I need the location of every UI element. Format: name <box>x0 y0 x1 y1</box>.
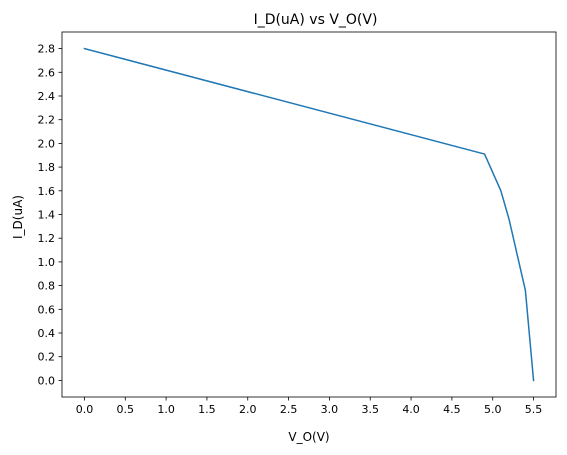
x-tick-label: 4.5 <box>443 403 461 416</box>
y-tick-label: 0.8 <box>38 280 56 293</box>
y-tick-label: 0.6 <box>38 303 56 316</box>
x-tick-label: 0.0 <box>76 403 94 416</box>
y-tick-label: 2.4 <box>38 90 56 103</box>
x-tick-label: 3.5 <box>361 403 379 416</box>
y-tick-label: 0.4 <box>38 327 56 340</box>
x-axis-label: V_O(V) <box>288 430 329 444</box>
chart-title: I_D(uA) vs V_O(V) <box>254 12 378 28</box>
series-line-0 <box>83 47 535 382</box>
y-tick-label: 2.2 <box>38 114 56 127</box>
x-tick-label: 5.0 <box>484 403 502 416</box>
y-tick-label: 1.4 <box>38 209 56 222</box>
x-tick-label: 1.5 <box>198 403 216 416</box>
y-tick-label: 0.2 <box>38 351 56 364</box>
x-tick-label: 3.0 <box>321 403 339 416</box>
y-tick-label: 2.0 <box>38 137 56 150</box>
y-tick-label: 1.8 <box>38 161 56 174</box>
x-tick-label: 2.0 <box>239 403 257 416</box>
y-axis-label: I_D(uA) <box>11 195 25 239</box>
x-tick-label: 2.5 <box>280 403 298 416</box>
y-tick-label: 0.0 <box>38 374 56 387</box>
x-tick-label: 4.0 <box>402 403 420 416</box>
x-tick-label: 5.5 <box>525 403 543 416</box>
y-tick-label: 1.0 <box>38 256 56 269</box>
y-tick-label: 1.2 <box>38 232 56 245</box>
plot-area: 0.0 0.5 1.0 1.5 2.0 2.5 3.0 3.5 4.0 4.5 5.0 5.5 0.0 0… <box>38 31 557 416</box>
x-tick-label: 0.5 <box>117 403 135 416</box>
y-tick-label: 2.8 <box>38 43 56 56</box>
x-tick-label: 1.0 <box>157 403 175 416</box>
y-tick-label: 1.6 <box>38 185 56 198</box>
y-tick-label: 2.6 <box>38 66 56 79</box>
